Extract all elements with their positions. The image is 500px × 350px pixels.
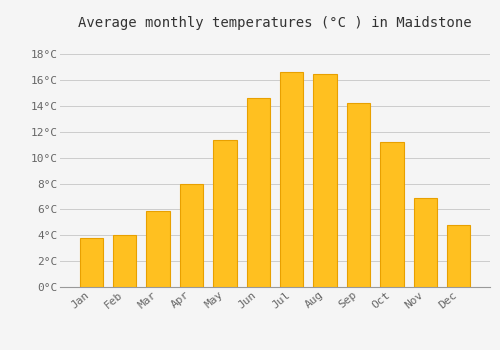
- Bar: [447, 225, 470, 287]
- Title: Average monthly temperatures (°C ) in Maidstone: Average monthly temperatures (°C ) in Ma…: [78, 16, 472, 30]
- Bar: [380, 142, 404, 287]
- Bar: [280, 72, 303, 287]
- Bar: [414, 198, 437, 287]
- Bar: [213, 140, 236, 287]
- Bar: [347, 104, 370, 287]
- Bar: [146, 211, 170, 287]
- Bar: [180, 184, 203, 287]
- Bar: [113, 235, 136, 287]
- Bar: [80, 238, 103, 287]
- Bar: [314, 74, 337, 287]
- Bar: [246, 98, 270, 287]
